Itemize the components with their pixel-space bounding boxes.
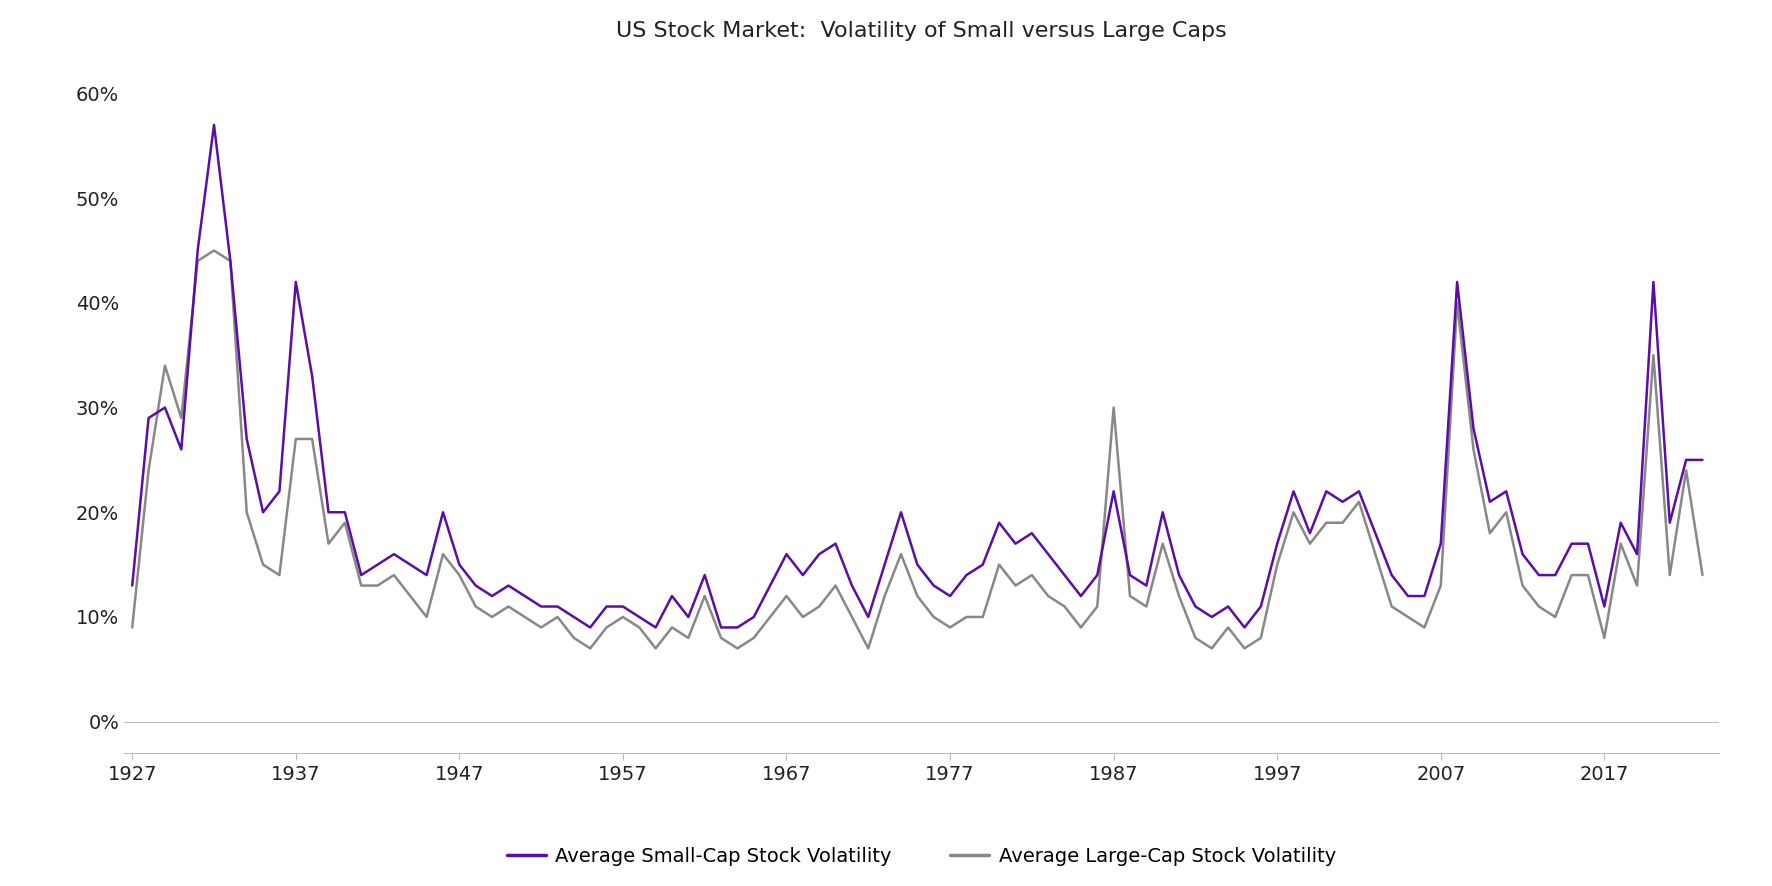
Average Small-Cap Stock Volatility xyxy=(122,580,144,591)
Average Large-Cap Stock Volatility xyxy=(579,643,601,654)
Average Small-Cap Stock Volatility xyxy=(579,622,601,633)
Average Small-Cap Stock Volatility xyxy=(548,602,569,612)
Average Small-Cap Stock Volatility xyxy=(1364,528,1386,539)
Line: Average Large-Cap Stock Volatility: Average Large-Cap Stock Volatility xyxy=(133,251,1703,649)
Average Large-Cap Stock Volatility xyxy=(170,413,191,424)
Average Large-Cap Stock Volatility xyxy=(204,245,225,256)
Average Large-Cap Stock Volatility xyxy=(1364,548,1386,559)
Average Small-Cap Stock Volatility xyxy=(170,444,191,455)
Title: US Stock Market:  Volatility of Small versus Large Caps: US Stock Market: Volatility of Small ver… xyxy=(617,21,1226,41)
Average Large-Cap Stock Volatility xyxy=(122,622,144,633)
Average Large-Cap Stock Volatility xyxy=(1692,570,1714,580)
Average Large-Cap Stock Volatility xyxy=(1054,602,1076,612)
Average Small-Cap Stock Volatility xyxy=(204,120,225,130)
Average Small-Cap Stock Volatility xyxy=(939,591,960,602)
Average Small-Cap Stock Volatility xyxy=(1692,455,1714,465)
Average Large-Cap Stock Volatility xyxy=(548,611,569,622)
Average Large-Cap Stock Volatility xyxy=(252,559,273,570)
Legend: Average Small-Cap Stock Volatility, Average Large-Cap Stock Volatility: Average Small-Cap Stock Volatility, Aver… xyxy=(500,839,1343,874)
Line: Average Small-Cap Stock Volatility: Average Small-Cap Stock Volatility xyxy=(133,125,1703,627)
Average Small-Cap Stock Volatility xyxy=(252,507,273,517)
Average Small-Cap Stock Volatility xyxy=(1054,570,1076,580)
Average Large-Cap Stock Volatility xyxy=(939,622,960,633)
